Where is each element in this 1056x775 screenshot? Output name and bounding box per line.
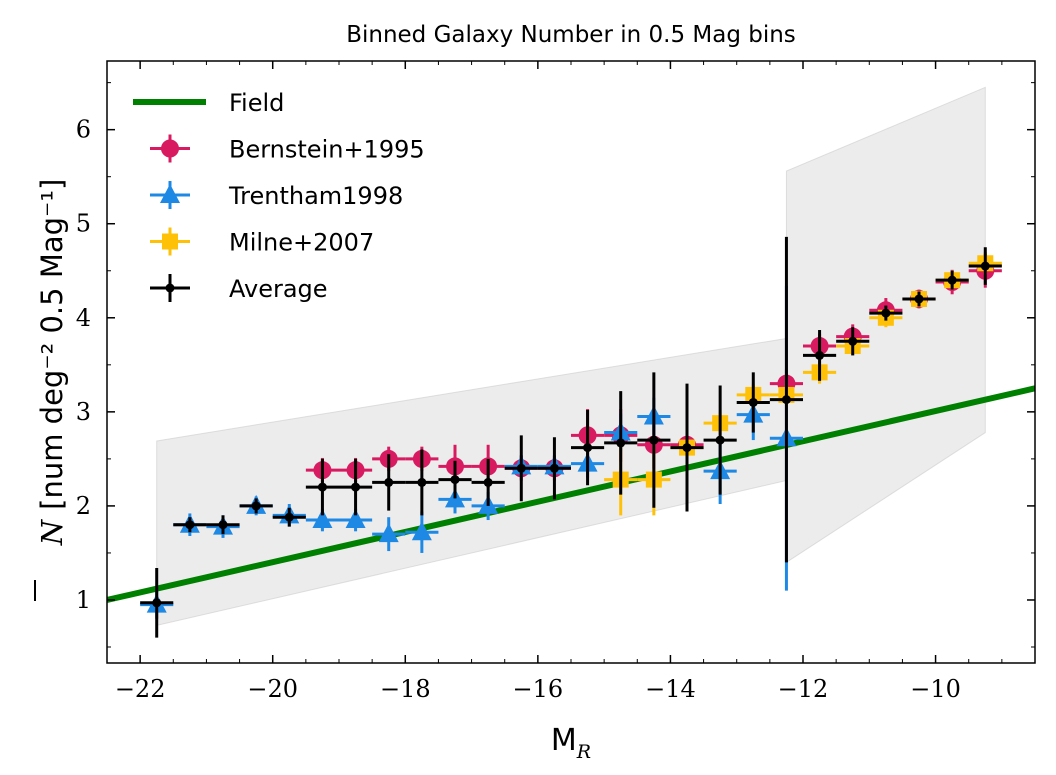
average-point: [769, 236, 803, 563]
legend: Field Bernstein+1995 Trentham1998 Milne+200…: [133, 89, 425, 303]
average-marker: [483, 477, 493, 487]
x-tick-label: −14: [645, 675, 696, 703]
average-marker: [516, 463, 526, 473]
x-axis-label: MR: [551, 723, 591, 763]
x-tick-label: −22: [115, 675, 166, 703]
average-point: [239, 498, 273, 514]
average-marker: [914, 294, 924, 304]
average-marker: [450, 475, 460, 485]
y-axis-label-group: N[num deg⁻² 0.5 Mag⁻¹]: [35, 179, 69, 547]
legend-label: Milne+2007: [229, 229, 374, 257]
average-marker: [980, 261, 990, 271]
average-marker: [152, 598, 162, 608]
average-point: [272, 507, 306, 527]
average-point: [571, 409, 605, 486]
average-marker: [848, 336, 858, 346]
average-point: [968, 247, 1002, 285]
average-point: [935, 270, 969, 290]
y-tick-label: 3: [76, 398, 91, 426]
x-tick-label: −18: [380, 675, 431, 703]
x-tick-label: −20: [247, 675, 298, 703]
average-point: [836, 327, 870, 356]
legend-item-average: Average: [150, 274, 328, 303]
legend-label: Trentham1998: [228, 182, 403, 210]
x-tick-label: −16: [513, 675, 564, 703]
legend-swatch-marker: [165, 283, 175, 293]
uncertainty-band-1: [156, 337, 787, 627]
legend-item-field: Field: [133, 89, 284, 117]
average-marker: [317, 482, 327, 492]
average-marker: [384, 477, 394, 487]
legend-item-bernstein-1995: Bernstein+1995: [150, 134, 425, 164]
average-marker: [284, 512, 294, 522]
average-point: [736, 372, 770, 433]
average-marker: [682, 443, 692, 453]
average-marker: [351, 482, 361, 492]
chart-title: Binned Galaxy Number in 0.5 Mag bins: [346, 22, 796, 48]
average-marker: [549, 463, 559, 473]
average-marker: [781, 395, 791, 405]
average-marker: [185, 520, 195, 530]
legend-swatch-marker: [160, 184, 180, 203]
average-marker: [947, 275, 957, 285]
average-point: [405, 449, 439, 516]
y-tick-label: 1: [76, 586, 91, 614]
average-marker: [649, 435, 659, 445]
plot-frame: [106, 60, 1036, 664]
trentham1998-marker: [378, 523, 399, 543]
legend-label: Bernstein+1995: [229, 136, 425, 164]
legend-item-milne-2007: Milne+2007: [150, 227, 374, 257]
x-tick-label: −12: [778, 675, 829, 703]
average-marker: [715, 435, 725, 445]
trentham1998-point: [372, 517, 406, 552]
average-marker: [417, 477, 427, 487]
average-point: [339, 458, 373, 516]
average-point: [471, 458, 505, 506]
average-point: [637, 372, 671, 508]
average-point: [140, 567, 174, 638]
average-point: [869, 305, 903, 321]
x-tick-label: −10: [910, 675, 961, 703]
average-marker: [815, 350, 825, 360]
y-tick-label: 6: [76, 116, 91, 144]
average-point: [902, 291, 936, 307]
y-axis-label: N[num deg⁻² 0.5 Mag⁻¹]: [35, 179, 69, 547]
average-point: [173, 517, 207, 533]
average-marker: [583, 443, 593, 453]
average-point: [305, 458, 339, 516]
average-point: [206, 515, 240, 535]
average-point: [504, 435, 538, 502]
average-marker: [748, 397, 758, 407]
series-average: [140, 236, 1002, 638]
trentham1998-marker: [411, 521, 432, 541]
legend-swatch-marker: [162, 233, 178, 250]
field-line: [107, 385, 1035, 603]
y-tick-label: 4: [76, 304, 91, 332]
average-point: [604, 391, 638, 495]
average-marker: [251, 501, 261, 511]
y-tick-label: 5: [76, 210, 91, 238]
average-point: [703, 385, 737, 495]
average-marker: [218, 520, 228, 530]
average-point: [670, 383, 704, 512]
average-marker: [616, 438, 626, 448]
legend-swatch-marker: [161, 139, 179, 158]
legend-label: Average: [229, 275, 328, 303]
average-point: [372, 454, 406, 511]
legend-item-trentham1998: Trentham1998: [150, 181, 403, 210]
y-tick-label: 2: [76, 492, 91, 520]
average-point: [537, 437, 571, 500]
trentham1998-marker: [345, 509, 366, 529]
average-point: [803, 330, 837, 381]
trentham1998-marker: [312, 509, 333, 529]
trentham1998-point: [405, 511, 439, 553]
average-point: [438, 460, 472, 499]
legend-label: Field: [229, 89, 284, 117]
average-marker: [881, 308, 891, 318]
